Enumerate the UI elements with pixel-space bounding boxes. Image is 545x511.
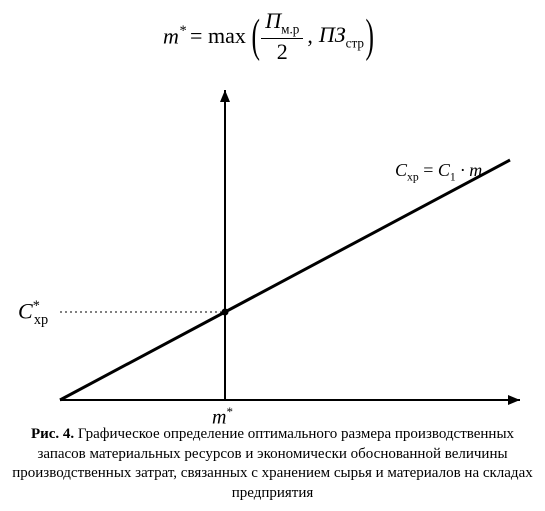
lf-c: C xyxy=(395,160,407,180)
chart xyxy=(0,0,545,430)
x-axis-arrow xyxy=(508,395,520,405)
series-line xyxy=(60,160,510,400)
line-equation-label: Cхр = C1 · m xyxy=(395,160,482,184)
y-axis-arrow xyxy=(220,90,230,102)
intersection-marker xyxy=(222,309,229,316)
lf-csub: хр xyxy=(407,171,419,184)
caption-label: Рис. 4. xyxy=(31,426,74,442)
figure-caption: Рис. 4. Графическое определение оптималь… xyxy=(0,425,545,503)
lf-tail: · m xyxy=(460,160,482,180)
caption-text: Графическое определение оптимального раз… xyxy=(12,426,532,501)
lf-c1sub: 1 xyxy=(450,171,456,184)
figure-container: m* = max ( Пм.р 2 , ПЗстр ) xyxy=(0,0,545,511)
y-axis-optimum-label: C*хр xyxy=(18,298,54,329)
lf-c1: C xyxy=(438,160,450,180)
lf-eq: = xyxy=(423,160,438,180)
